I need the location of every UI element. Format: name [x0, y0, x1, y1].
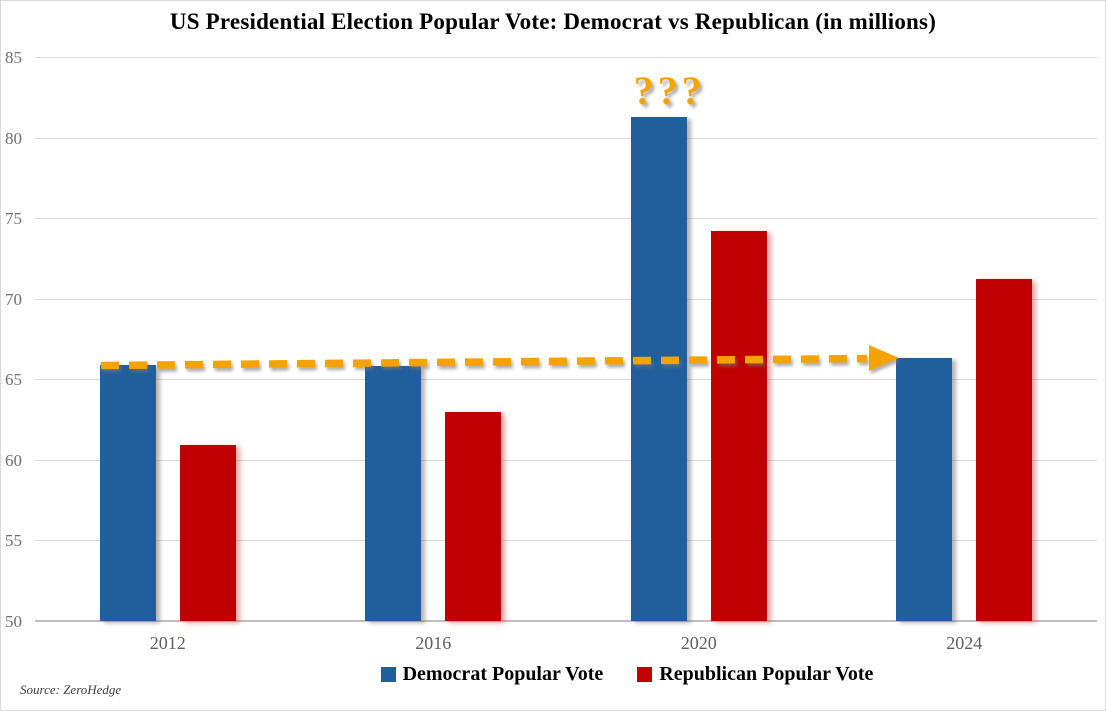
legend-label-republican: Republican Popular Vote — [659, 663, 874, 685]
republican-swatch-icon — [637, 667, 653, 682]
legend-label-democrat: Democrat Popular Vote — [402, 663, 604, 685]
legend-item-democrat: Democrat Popular Vote — [380, 663, 604, 686]
y-axis-tick-label: 75 — [5, 209, 22, 229]
bar-republican-2016 — [445, 411, 502, 621]
bar-republican-2024 — [976, 279, 1033, 621]
y-axis-tick-label: 65 — [5, 370, 22, 390]
gridline-70 — [35, 298, 1097, 300]
gridline-55 — [35, 540, 1097, 542]
question-marks-annotation: ??? — [633, 68, 706, 113]
x-axis-tick-label: 2016 — [415, 633, 452, 653]
gridline-50 — [35, 620, 1097, 622]
chart-title: US Presidential Election Popular Vote: D… — [169, 9, 937, 34]
bar-republican-2012 — [179, 445, 236, 621]
y-axis-tick-label: 55 — [5, 531, 22, 551]
x-axis-tick-label: 2024 — [946, 633, 983, 653]
bar-republican-2020 — [710, 231, 767, 621]
gridline-85 — [35, 57, 1097, 58]
bar-democrat-2024 — [896, 358, 953, 621]
y-axis-tick-label: 60 — [5, 450, 22, 470]
legend: Democrat Popular Vote Republican Popular… — [74, 663, 1106, 686]
y-axis-tick-label: 70 — [5, 289, 22, 309]
x-axis-tick-label: 2020 — [680, 633, 717, 653]
y-axis-tick-label: 80 — [5, 128, 22, 148]
bar-democrat-2012 — [99, 364, 156, 621]
bar-democrat-2020 — [630, 116, 687, 621]
y-axis-tick-label: 85 — [5, 48, 22, 67]
y-axis-tick-label: 50 — [5, 612, 22, 631]
democrat-swatch-icon — [380, 667, 396, 682]
gridline-65 — [35, 379, 1097, 381]
gridline-80 — [35, 137, 1097, 139]
x-axis-tick-label: 2012 — [149, 633, 186, 653]
legend-item-republican: Republican Popular Vote — [637, 663, 873, 686]
gridline-60 — [35, 459, 1097, 461]
gridline-75 — [35, 218, 1097, 220]
source-credit: Source: ZeroHedge — [20, 682, 122, 697]
bar-democrat-2016 — [365, 366, 422, 621]
